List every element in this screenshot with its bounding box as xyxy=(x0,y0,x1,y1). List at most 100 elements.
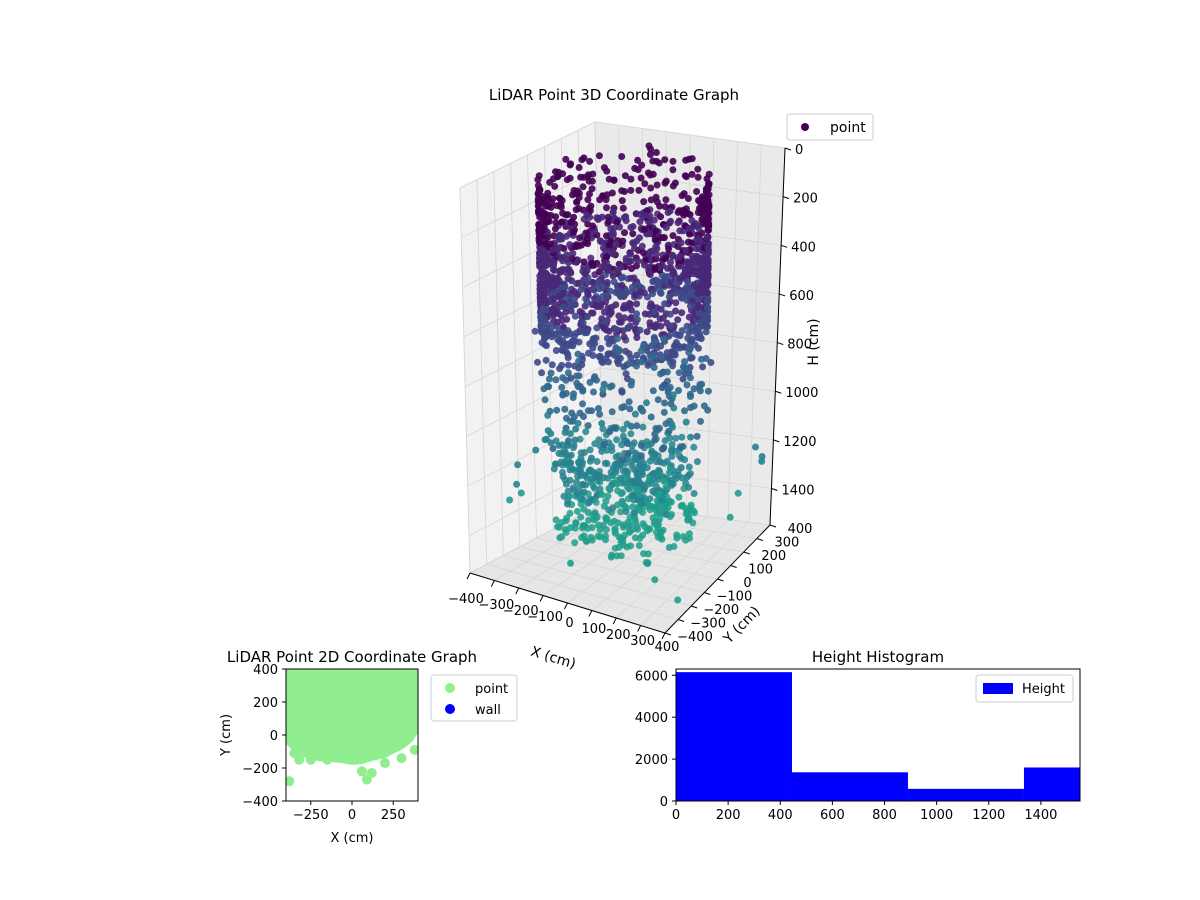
point-3d xyxy=(575,164,583,171)
point-3d xyxy=(662,224,670,231)
point-3d xyxy=(609,272,617,280)
point-3d xyxy=(535,207,542,215)
point-3d xyxy=(646,525,654,533)
point-3d xyxy=(586,468,594,476)
point-3d xyxy=(545,375,553,383)
point-3d xyxy=(579,524,586,532)
point-3d xyxy=(686,291,694,299)
point-3d xyxy=(687,354,695,362)
point-3d xyxy=(679,209,686,217)
point-3d xyxy=(580,258,588,266)
point-3d xyxy=(660,477,668,485)
point-3d xyxy=(674,316,682,324)
point-3d xyxy=(576,435,584,443)
point-3d xyxy=(567,218,575,226)
point-3d xyxy=(697,209,705,217)
point-3d xyxy=(579,495,587,503)
ticks-2d: −250 0 250 −400 −200 0 200 400 xyxy=(242,663,405,823)
y-tick-label-2d: −200 xyxy=(242,762,278,777)
point-3d xyxy=(579,183,587,191)
point-3d xyxy=(637,452,645,460)
point-3d xyxy=(658,445,666,453)
point-3d xyxy=(639,531,647,539)
point-3d xyxy=(655,281,662,288)
point-3d xyxy=(676,275,684,283)
point-3d xyxy=(555,441,563,449)
point-3d xyxy=(633,351,641,359)
y-tick-label-3d: 200 xyxy=(761,549,786,564)
point-3d xyxy=(690,385,698,393)
point-3d xyxy=(619,204,627,212)
point-3d xyxy=(639,423,647,431)
legend-2d-wall-label: wall xyxy=(475,703,501,718)
point-3d xyxy=(568,409,576,417)
point-3d xyxy=(603,446,611,454)
point-3d xyxy=(684,195,692,202)
point-3d xyxy=(566,430,574,438)
histogram-bars xyxy=(676,672,1080,801)
point-cloud-2d xyxy=(286,669,418,765)
y-tick-label-2d: 0 xyxy=(270,729,278,744)
y-tick-label-3d: 0 xyxy=(743,576,751,591)
point-3d xyxy=(603,191,611,199)
chart-2d-title: LiDAR Point 2D Coordinate Graph xyxy=(227,648,477,666)
point-3d xyxy=(627,306,635,314)
legend-3d-marker xyxy=(801,123,809,131)
point-3d xyxy=(590,484,598,492)
point-3d xyxy=(681,358,689,366)
point-3d xyxy=(695,197,702,204)
point-3d xyxy=(668,511,675,518)
z-tick-label-3d: 800 xyxy=(787,338,812,353)
point-3d xyxy=(617,474,625,482)
x-tick-label-histogram: 0 xyxy=(672,808,680,823)
point-3d xyxy=(689,519,697,527)
point-3d xyxy=(580,488,588,496)
point-3d xyxy=(681,407,688,415)
z-tick-label-3d: 1200 xyxy=(783,435,816,450)
point-3d xyxy=(573,478,581,486)
point-3d xyxy=(673,288,681,296)
point-3d xyxy=(590,335,598,343)
point-3d xyxy=(627,314,635,321)
point-3d xyxy=(536,244,544,252)
x-tick-label-histogram: 400 xyxy=(768,808,793,823)
point-3d xyxy=(599,425,607,433)
point-2d xyxy=(305,754,316,765)
point-3d xyxy=(665,544,673,551)
point-3d xyxy=(575,189,583,197)
point-3d xyxy=(618,153,626,160)
point-3d xyxy=(652,149,660,156)
point-3d xyxy=(639,471,646,478)
point-3d xyxy=(685,530,693,538)
point-3d xyxy=(633,300,641,308)
y-axis-label-2d: Y (cm) xyxy=(219,714,234,757)
point-3d xyxy=(647,196,655,204)
point-3d xyxy=(685,225,693,232)
point-3d xyxy=(674,596,682,604)
point-3d xyxy=(557,232,565,240)
point-3d xyxy=(562,308,570,316)
point-3d xyxy=(672,434,680,442)
point-3d xyxy=(669,358,677,366)
point-3d xyxy=(682,418,690,426)
point-3d xyxy=(682,536,690,544)
point-3d xyxy=(620,333,628,341)
point-3d xyxy=(669,480,677,488)
point-3d xyxy=(567,451,575,459)
point-3d xyxy=(685,259,693,267)
point-3d xyxy=(633,334,641,341)
point-3d xyxy=(667,258,674,266)
point-3d xyxy=(703,253,711,261)
point-3d xyxy=(621,290,629,298)
point-3d xyxy=(677,464,685,472)
point-3d xyxy=(661,300,669,308)
point-3d xyxy=(647,184,655,192)
point-3d xyxy=(596,410,604,418)
point-3d xyxy=(538,262,545,270)
point-3d xyxy=(646,495,654,503)
point-3d xyxy=(588,185,596,193)
point-3d xyxy=(559,473,567,481)
point-3d xyxy=(703,311,711,319)
point-3d xyxy=(645,142,653,150)
point-3d xyxy=(620,363,628,371)
